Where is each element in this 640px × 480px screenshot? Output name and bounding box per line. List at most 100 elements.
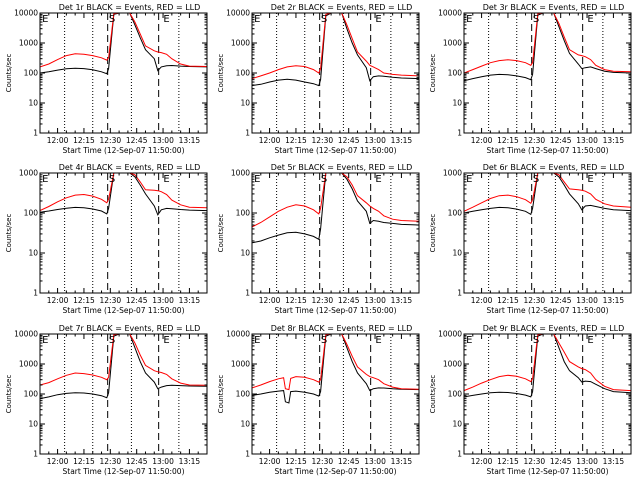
x-tick-label: 13:15	[179, 457, 201, 466]
panel-title: Det 6r BLACK = Events, RED = LLD	[483, 163, 625, 172]
y-tick-label: 100	[24, 69, 39, 78]
x-tick-label: 12:45	[550, 136, 572, 145]
y-tick-label: 10	[452, 249, 462, 258]
interval-marker: E	[466, 14, 472, 25]
series-black	[464, 13, 631, 82]
y-tick-label: 1	[33, 450, 38, 459]
y-tick-label: 10000	[14, 330, 38, 339]
x-tick-label: 12:00	[47, 136, 69, 145]
interval-marker: S	[109, 335, 115, 346]
y-tick-label: 10	[28, 99, 38, 108]
x-tick-label: 12:15	[285, 136, 307, 145]
series-black	[252, 173, 419, 244]
x-tick-label: 13:15	[391, 457, 413, 466]
y-tick-label: 100	[236, 69, 251, 78]
x-tick-label: 12:00	[471, 457, 493, 466]
y-tick-label: 1000	[19, 169, 38, 178]
y-tick-label: 1000	[231, 169, 250, 178]
interval-marker: E	[163, 174, 169, 185]
x-tick-label: 13:00	[576, 457, 598, 466]
x-axis-label: Start Time (12-Sep-07 11:50:00)	[63, 146, 185, 155]
y-tick-label: 10	[240, 99, 250, 108]
x-tick-label: 13:00	[364, 457, 386, 466]
y-tick-label: 1	[457, 289, 462, 298]
y-tick-label: 10	[452, 420, 462, 429]
y-axis-label: Counts/sec	[429, 54, 437, 93]
x-tick-label: 12:45	[338, 136, 360, 145]
series-red	[252, 13, 419, 80]
x-axis-label: Start Time (12-Sep-07 11:50:00)	[275, 146, 397, 155]
interval-marker: E	[375, 335, 381, 346]
y-tick-label: 1000	[443, 39, 462, 48]
series-black	[464, 173, 631, 216]
panel-title: Det 9r BLACK = Events, RED = LLD	[483, 324, 625, 333]
panel-det-1: 1 10 100 1000 10000 12:00 12:15 12:30 12:45 13:00…	[5, 3, 208, 155]
interval-marker: E	[587, 174, 593, 185]
x-tick-label: 12:45	[126, 457, 148, 466]
y-tick-label: 1	[245, 450, 250, 459]
x-tick-label: 12:15	[73, 136, 95, 145]
x-tick-label: 13:15	[603, 136, 625, 145]
interval-marker: S	[533, 335, 539, 346]
series-red	[464, 13, 631, 74]
y-tick-label: 10	[452, 99, 462, 108]
x-tick-label: 12:00	[471, 136, 493, 145]
y-tick-label: 10000	[438, 9, 462, 18]
x-tick-label: 12:00	[259, 296, 281, 305]
interval-marker: E	[163, 335, 169, 346]
y-tick-label: 1000	[19, 39, 38, 48]
x-tick-label: 12:30	[312, 136, 334, 145]
interval-marker: S	[533, 174, 539, 185]
y-tick-label: 1	[33, 289, 38, 298]
series-red	[40, 334, 207, 386]
interval-marker: E	[42, 335, 48, 346]
y-axis-label: Counts/sec	[5, 54, 13, 93]
y-tick-label: 10000	[226, 9, 250, 18]
series-red	[464, 334, 631, 392]
series-red	[40, 173, 207, 212]
x-tick-label: 12:45	[338, 457, 360, 466]
x-tick-label: 12:45	[126, 296, 148, 305]
y-axis-label: Counts/sec	[217, 375, 225, 414]
x-tick-label: 13:15	[391, 136, 413, 145]
y-tick-label: 1	[245, 129, 250, 138]
x-tick-label: 12:00	[47, 296, 69, 305]
interval-marker: S	[321, 174, 327, 185]
y-tick-label: 100	[24, 209, 39, 218]
x-tick-label: 12:00	[259, 457, 281, 466]
y-tick-label: 10	[28, 249, 38, 258]
panel-det-5: 1 10 100 1000 12:00 12:15 12:30 12:45 13:00 13:15…	[217, 163, 420, 315]
x-tick-label: 12:30	[100, 136, 122, 145]
x-tick-label: 12:00	[47, 457, 69, 466]
x-tick-label: 13:00	[364, 136, 386, 145]
x-axis-label: Start Time (12-Sep-07 11:50:00)	[275, 467, 397, 476]
series-black	[252, 334, 419, 404]
x-tick-label: 12:15	[73, 296, 95, 305]
x-axis-label: Start Time (12-Sep-07 11:50:00)	[487, 467, 609, 476]
y-axis-label: Counts/sec	[5, 214, 13, 253]
x-tick-label: 12:30	[312, 296, 334, 305]
panel-title: Det 5r BLACK = Events, RED = LLD	[271, 163, 413, 172]
y-tick-label: 10000	[226, 330, 250, 339]
x-tick-label: 13:15	[603, 296, 625, 305]
x-tick-label: 12:45	[126, 136, 148, 145]
y-tick-label: 1000	[231, 39, 250, 48]
y-axis-label: Counts/sec	[5, 375, 13, 414]
y-tick-label: 1000	[443, 360, 462, 369]
x-tick-label: 12:30	[100, 296, 122, 305]
x-axis-label: Start Time (12-Sep-07 11:50:00)	[487, 306, 609, 315]
x-tick-label: 12:30	[100, 457, 122, 466]
interval-marker: S	[533, 14, 539, 25]
y-tick-label: 10	[240, 420, 250, 429]
series-red	[464, 173, 631, 212]
interval-marker: S	[321, 14, 327, 25]
series-black	[464, 334, 631, 398]
y-axis-label: Counts/sec	[217, 54, 225, 93]
y-tick-label: 100	[24, 390, 39, 399]
x-tick-label: 12:15	[285, 296, 307, 305]
plot-frame	[251, 172, 420, 294]
y-tick-label: 1000	[231, 360, 250, 369]
panel-det-3: 1 10 100 1000 10000 12:00 12:15 12:30 12:45 13:00…	[429, 3, 632, 155]
x-tick-label: 12:30	[524, 136, 546, 145]
